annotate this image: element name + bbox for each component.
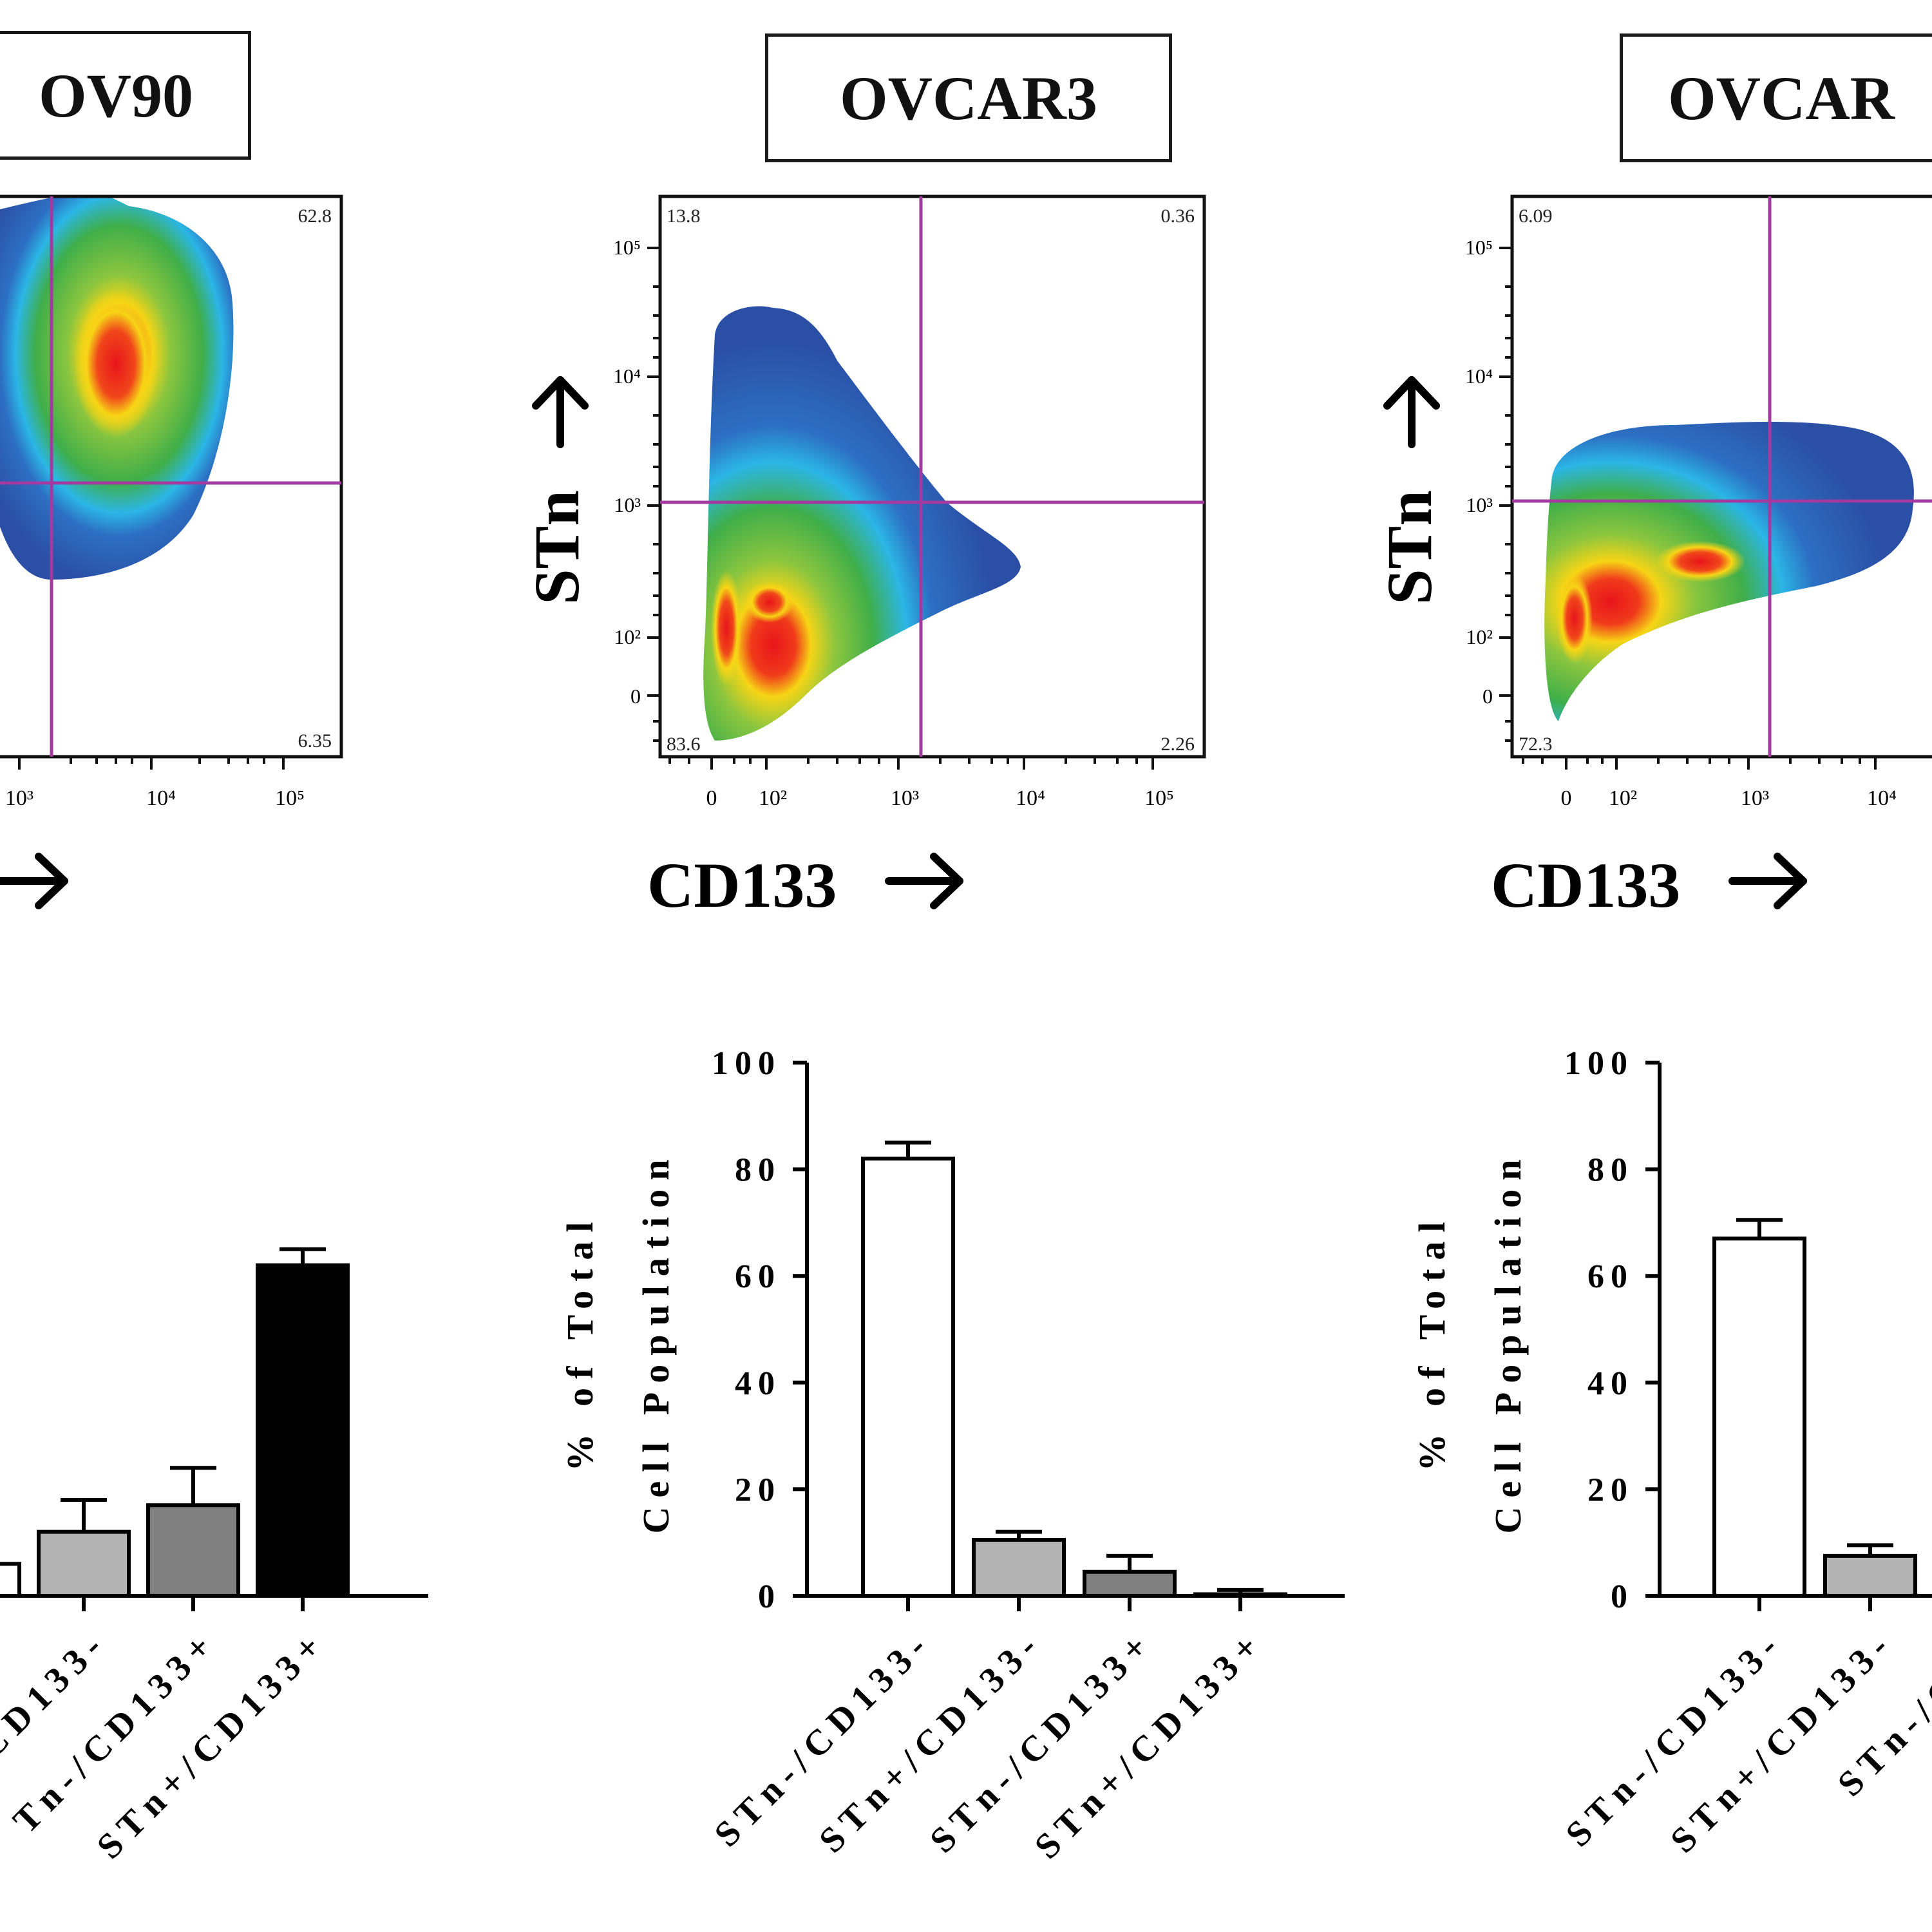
x-axis-ticks — [18, 757, 285, 770]
x-tick-label: 10² — [1609, 786, 1637, 810]
y-axis-label-line2: Cell Population — [635, 1150, 677, 1533]
y-tick-label: 10³ — [614, 493, 641, 516]
bar-stn-cd133- — [1823, 1553, 1917, 1598]
y-tick-label: 40 — [735, 1365, 781, 1402]
bar-chart-ovcar: 0 20 40 60 80 100 % of Total Cell Population STn… — [1411, 1045, 1932, 1861]
y-tick-label: 80 — [1587, 1152, 1634, 1189]
y-axis-label-line1: % of Total — [559, 1213, 601, 1471]
y-tick-label: 60 — [1587, 1258, 1634, 1295]
density-hotspot — [1557, 573, 1593, 663]
panel-title-ov90: OV90 — [0, 31, 251, 160]
quadrant-lower-right: 2.26 — [1161, 734, 1195, 755]
y-axis-ticks — [647, 247, 660, 742]
density-hotspot — [711, 570, 742, 686]
y-tick-label: 60 — [735, 1258, 781, 1295]
x-category-label: Tn-/CD133+ — [6, 1622, 225, 1841]
plot-frame — [658, 194, 1206, 759]
y-tick-label: 20 — [1587, 1472, 1634, 1508]
bar-stn-cd133- — [1712, 1236, 1806, 1598]
bar-stn-cd133- — [1083, 1569, 1177, 1598]
x-tick-label: 10² — [759, 786, 787, 810]
y-tick-label: 10⁵ — [613, 236, 641, 259]
flow-plot-ov90: 62.8 6.35 10³ 10⁴ 10⁵ — [0, 194, 343, 909]
quadrant-upper-right: 0.36 — [1161, 205, 1195, 227]
flow-plot-ovcar3: 13.8 0.36 83.6 2.26 0 10² 10³ 10⁴ 10⁵ — [521, 194, 1206, 921]
x-tick-label: 0 — [1561, 786, 1572, 810]
x-tick-label: 10³ — [891, 786, 919, 810]
panel-title-ovcar: OVCAR — [1620, 33, 1932, 162]
x-axis-arrow — [0, 853, 68, 909]
quadrant-upper-right: 62.8 — [298, 205, 332, 227]
flow-plot-ovcar: 6.09 72.3 0 10² 10³ 10⁴ 10⁵ 10⁴ 10³ 1 — [1374, 194, 1932, 921]
x-tick-label: 10⁴ — [1016, 786, 1045, 810]
quadrant-upper-left: 6.09 — [1519, 205, 1553, 227]
y-axis-label: STn — [1374, 490, 1445, 605]
y-tick-label: 10⁴ — [1465, 365, 1493, 388]
bar-stn-cd133- — [37, 1530, 131, 1598]
plot-frame — [1510, 194, 1932, 759]
y-tick-label: 0 — [1482, 685, 1493, 708]
y-axis-arrow — [532, 376, 589, 448]
density-cloud — [703, 306, 1021, 741]
y-tick-label: 10⁴ — [613, 365, 641, 388]
y-tick-label: 0 — [1611, 1578, 1634, 1615]
bar-stn-cd133- — [256, 1263, 350, 1598]
bar-stn-cd133- — [0, 1562, 21, 1598]
quadrant-upper-left: 13.8 — [667, 205, 701, 227]
plot-frame — [0, 194, 343, 759]
y-tick-label: 80 — [735, 1152, 781, 1189]
y-tick-label: 0 — [630, 685, 641, 708]
x-axis-arrow — [885, 853, 963, 909]
x-axis-arrow — [1728, 853, 1807, 909]
y-tick-label: 10² — [1466, 625, 1493, 649]
x-category-label: STn-/CD133- — [707, 1622, 940, 1855]
y-axis-label: STn — [521, 490, 592, 605]
y-axis-label-line1: % of Total — [1411, 1213, 1453, 1471]
x-tick-label: 10⁵ — [1144, 786, 1174, 810]
x-tick-label: 10³ — [1741, 786, 1769, 810]
x-tick-label: 10⁴ — [146, 786, 176, 810]
y-axis-arrow — [1383, 376, 1440, 448]
quadrant-lower-left: 83.6 — [667, 734, 701, 755]
bar-chart-ovcar3: 0 20 40 60 80 100 % of Total Cell Population STn… — [559, 1045, 1345, 1867]
x-axis-label: CD133 — [1491, 849, 1680, 921]
density-hotspot — [74, 290, 158, 438]
quadrant-lower-left: 72.3 — [1519, 734, 1553, 755]
y-tick-label: 10⁵ — [1465, 236, 1493, 259]
x-axis-ticks — [668, 757, 1154, 770]
panel-title-ovcar3: OVCAR3 — [765, 33, 1172, 162]
bar-stn-cd133- — [972, 1538, 1066, 1598]
y-tick-label: 100 — [1564, 1045, 1634, 1082]
bar-stn-cd133- — [861, 1157, 955, 1598]
quadrant-lower-right: 6.35 — [298, 730, 332, 752]
bar-stn-cd133- — [1193, 1592, 1287, 1598]
y-axis-label-line2: Cell Population — [1487, 1150, 1529, 1533]
bar-stn-cd133- — [146, 1503, 240, 1598]
y-tick-label: 40 — [1587, 1365, 1634, 1402]
x-axis-label: CD133 — [647, 849, 837, 921]
x-tick-label: 10⁵ — [275, 786, 305, 810]
x-axis-ticks — [1522, 757, 1877, 770]
y-axis-ticks — [1499, 247, 1512, 742]
y-tick-label: 10² — [614, 625, 641, 649]
y-tick-label: 100 — [712, 1045, 781, 1082]
x-tick-label: 10³ — [5, 786, 33, 810]
y-tick-label: 20 — [735, 1472, 781, 1508]
y-tick-label: 0 — [758, 1578, 781, 1615]
x-category-label: STn-/CD133- — [1558, 1622, 1792, 1855]
bar-chart-ov90: CD133-Tn-/CD133+STn+/CD133+ — [0, 1247, 428, 1867]
density-hotspot — [1655, 541, 1745, 582]
x-tick-label: 10⁴ — [1867, 786, 1897, 810]
x-tick-label: 0 — [706, 786, 717, 810]
y-tick-label: 10³ — [1466, 493, 1493, 516]
density-hotspot — [745, 582, 794, 623]
